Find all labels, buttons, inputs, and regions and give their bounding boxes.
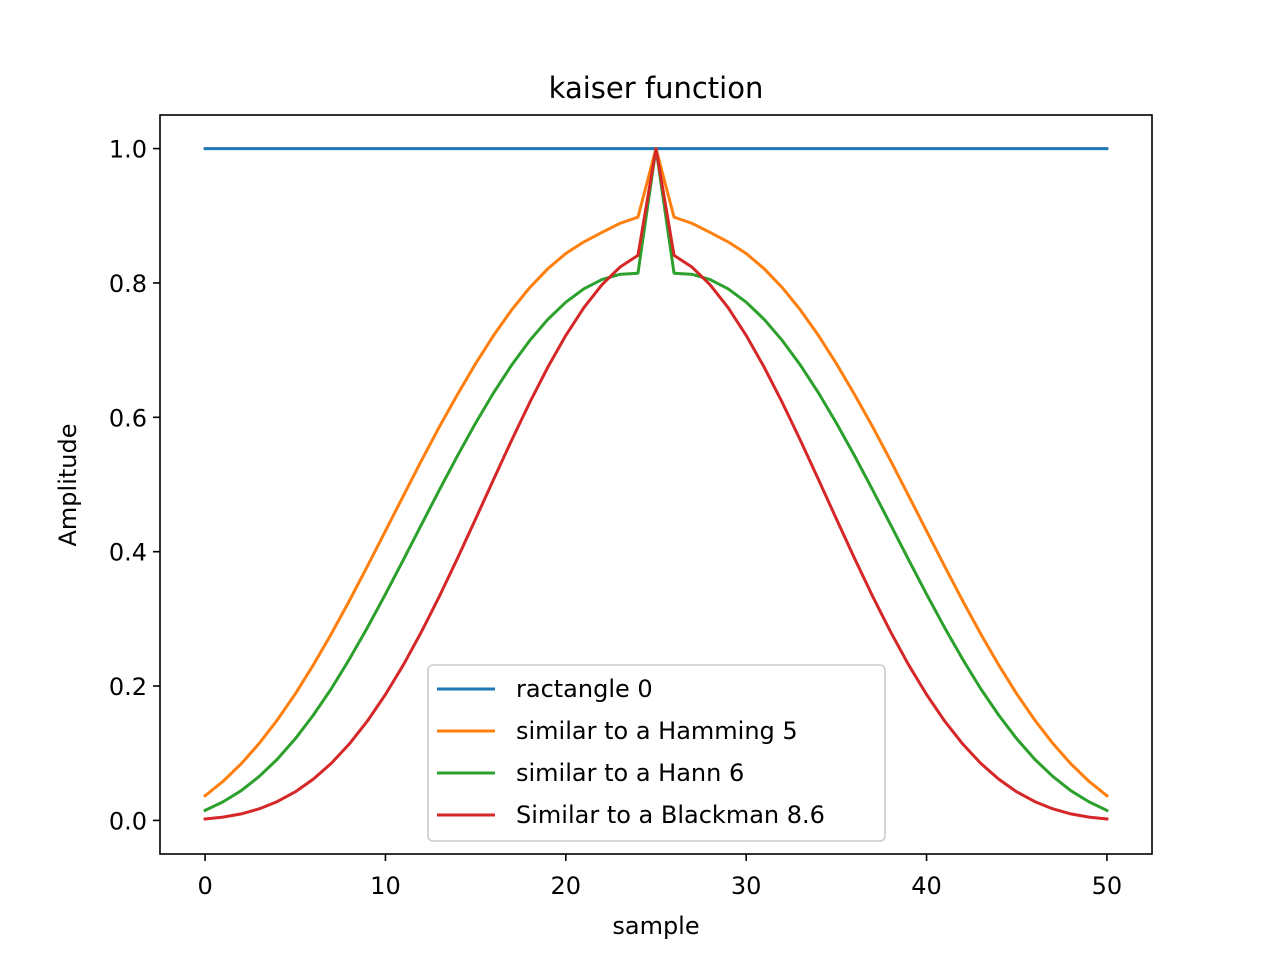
y-axis-label: Amplitude bbox=[54, 424, 82, 547]
legend-frame bbox=[427, 664, 886, 842]
x-tick-label: 40 bbox=[911, 872, 942, 900]
legend-label-1: similar to a Hamming 5 bbox=[516, 717, 798, 745]
legend-label-3: Similar to a Blackman 8.6 bbox=[516, 801, 825, 829]
x-axis-ticks: 0 10 20 30 40 50 bbox=[197, 854, 1122, 900]
y-tick-label: 0.4 bbox=[109, 539, 147, 567]
y-tick-label: 0.2 bbox=[109, 673, 147, 701]
y-tick-label: 1.0 bbox=[109, 136, 147, 164]
x-tick-label: 20 bbox=[551, 872, 582, 900]
legend-label-2: similar to a Hann 6 bbox=[516, 759, 744, 787]
legend-label-0: ractangle 0 bbox=[516, 675, 653, 703]
y-axis-ticks: 0.0 0.2 0.4 0.6 0.8 1.0 bbox=[109, 136, 160, 835]
y-tick-label: 0.0 bbox=[109, 807, 147, 835]
y-tick-label: 0.6 bbox=[109, 404, 147, 432]
x-tick-label: 10 bbox=[370, 872, 401, 900]
series-line-3 bbox=[203, 147, 1109, 821]
legend: ractangle 0 similar to a Hamming 5 similar… bbox=[427, 664, 886, 842]
plot-area-frame bbox=[159, 114, 1153, 855]
legend-items: ractangle 0 similar to a Hamming 5 similar… bbox=[437, 675, 825, 829]
x-tick-label: 50 bbox=[1092, 872, 1123, 900]
series-layer bbox=[202, 147, 1110, 821]
x-tick-label: 0 bbox=[197, 872, 212, 900]
chart-title: kaiser function bbox=[549, 71, 764, 105]
x-tick-label: 30 bbox=[731, 872, 762, 900]
y-tick-label: 0.8 bbox=[109, 270, 147, 298]
x-axis-label: sample bbox=[612, 912, 699, 940]
